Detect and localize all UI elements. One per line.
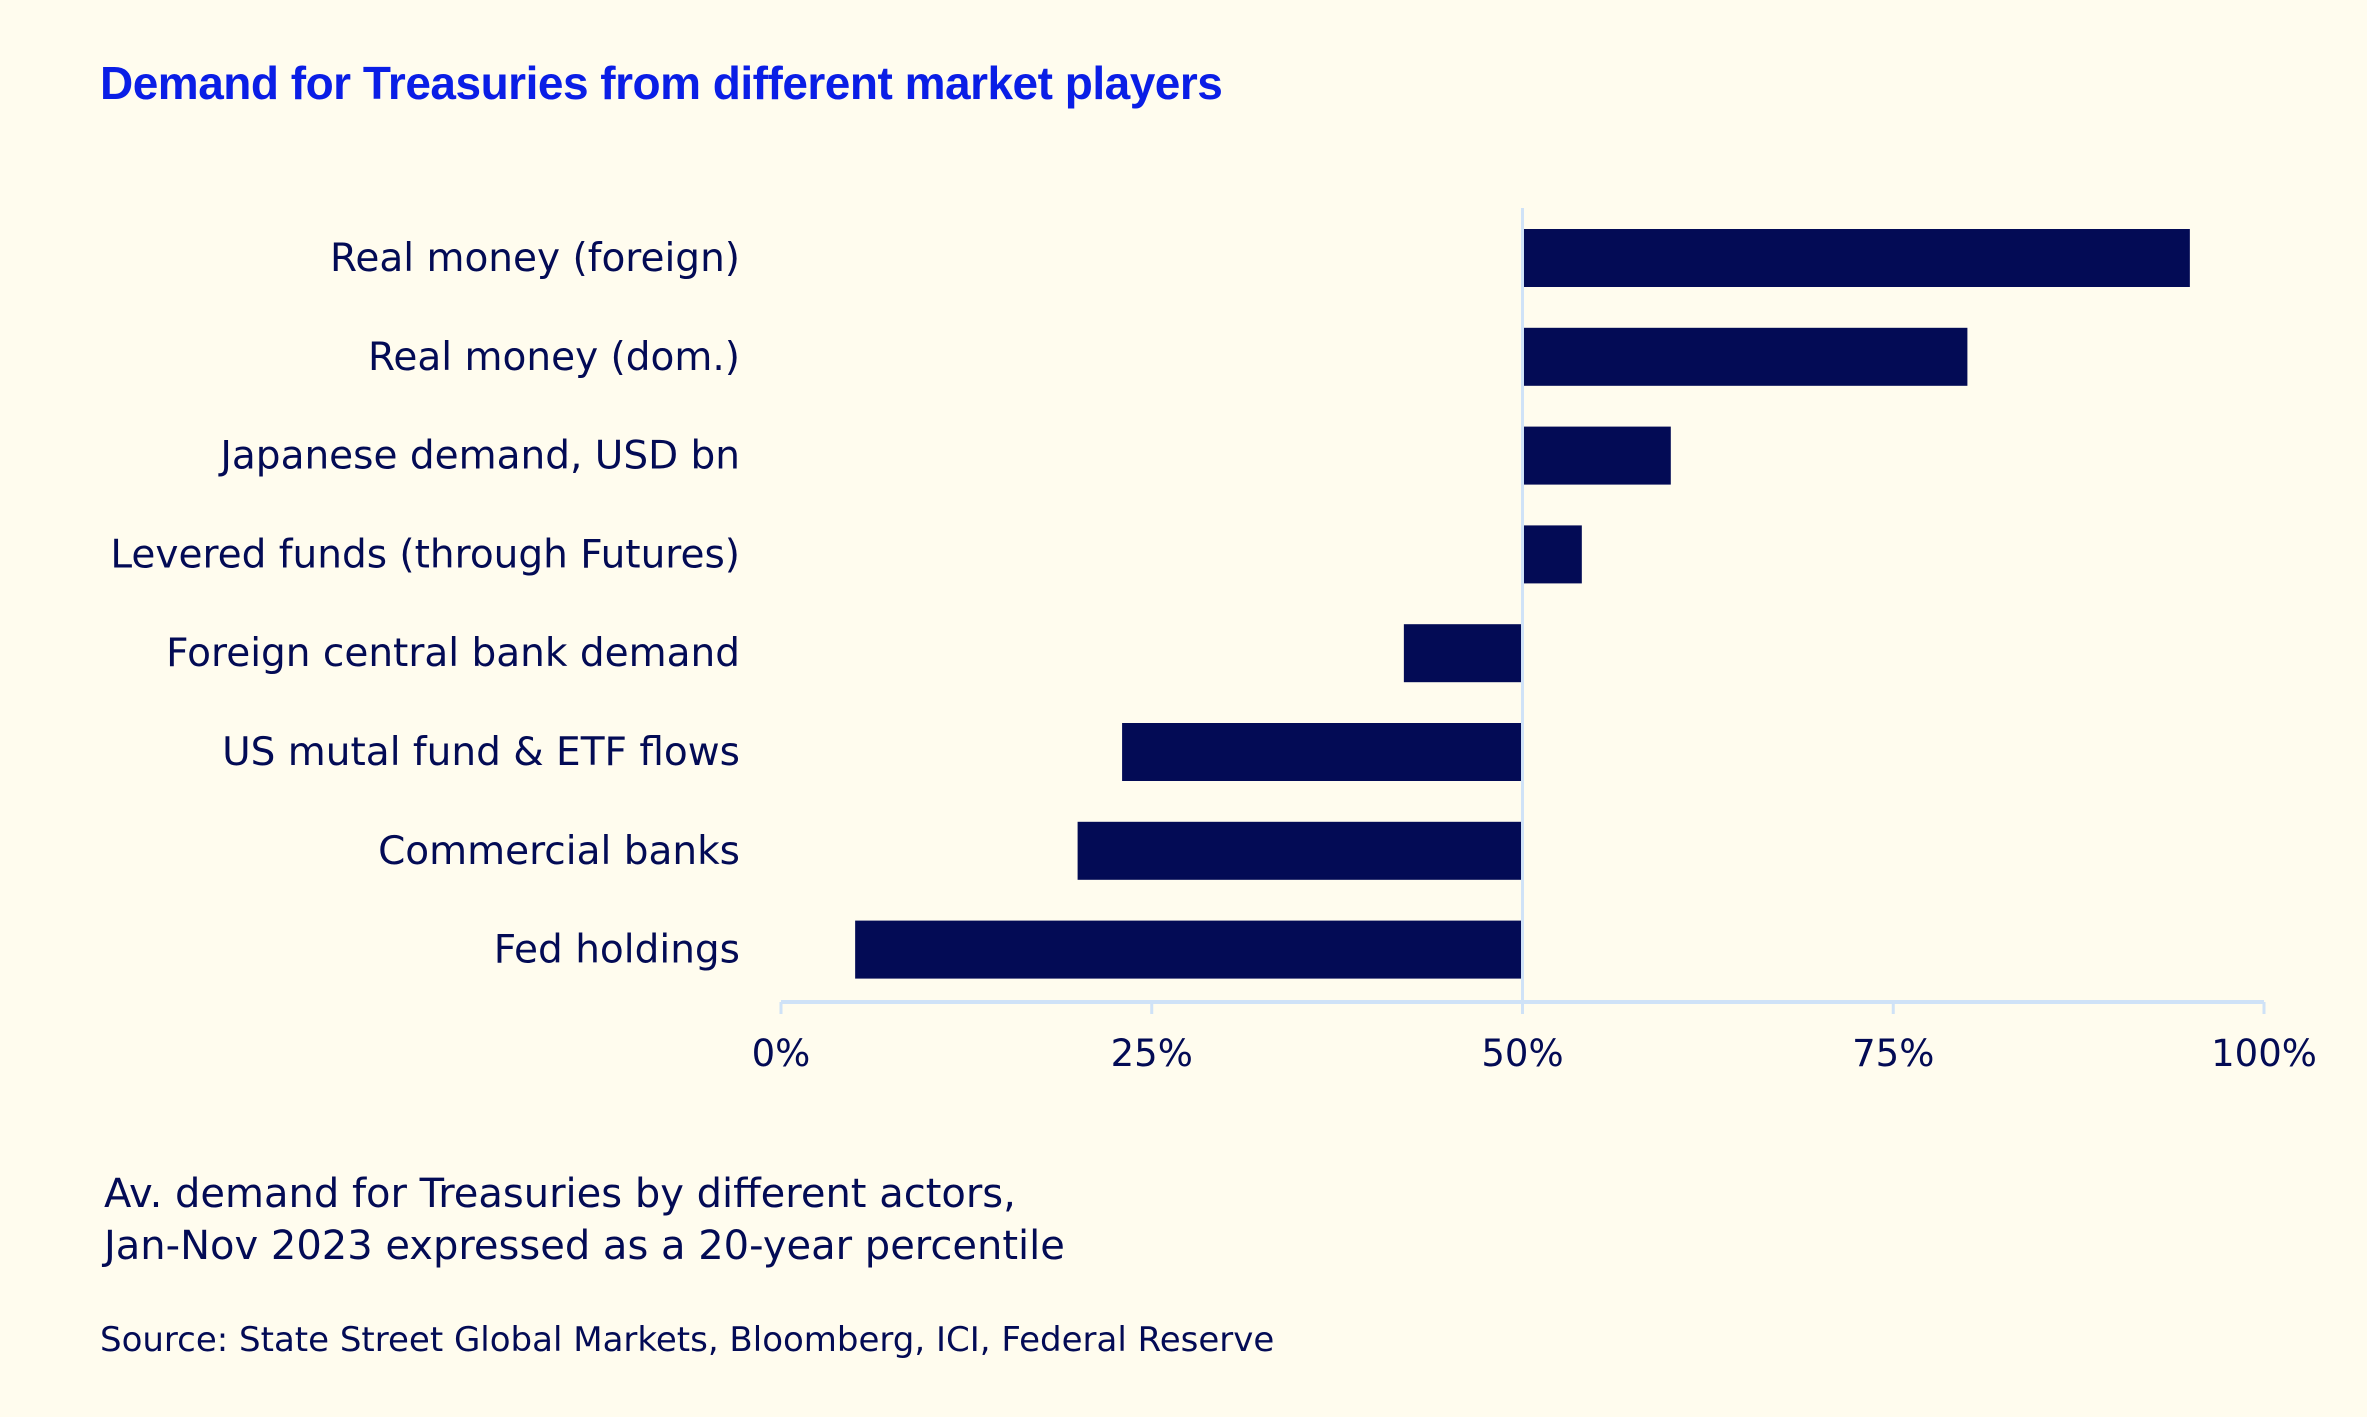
bars-layer bbox=[855, 229, 2190, 979]
category-label: Foreign central bank demand bbox=[166, 631, 740, 676]
note-line-2: Jan-Nov 2023 expressed as a 20-year perc… bbox=[104, 1223, 1065, 1269]
category-label: Levered funds (through Futures) bbox=[110, 532, 740, 577]
category-label: Real money (dom.) bbox=[368, 335, 740, 380]
bar-fed-holdings bbox=[855, 920, 1523, 979]
category-label: Commercial banks bbox=[378, 829, 740, 874]
chart-note: Av. demand for Treasuries by different a… bbox=[104, 1168, 1065, 1272]
bar-us-mutal-fund-etf-flows bbox=[1122, 723, 1523, 781]
category-label: Real money (foreign) bbox=[330, 236, 740, 281]
bar-commercial-banks bbox=[1077, 821, 1523, 880]
category-labels: Real money (foreign) Real money (dom.) Jap… bbox=[110, 236, 740, 973]
x-tick-label: 25% bbox=[1111, 1032, 1193, 1075]
x-tick-label: 0% bbox=[752, 1032, 811, 1075]
category-label: Fed holdings bbox=[494, 928, 740, 973]
bar-real-money-dom bbox=[1522, 327, 1968, 386]
x-tick-label: 100% bbox=[2211, 1032, 2317, 1075]
category-label: US mutal fund & ETF flows bbox=[222, 730, 740, 775]
bar-levered-funds-through-futures bbox=[1522, 525, 1582, 584]
x-axis: 0% 25% 50% 75% 100% bbox=[752, 208, 2317, 1075]
bar-foreign-central-bank-demand bbox=[1403, 624, 1523, 683]
note-line-1: Av. demand for Treasuries by different a… bbox=[104, 1171, 1016, 1217]
bar-japanese-demand-usd-bn bbox=[1522, 426, 1671, 485]
x-tick-label: 50% bbox=[1481, 1032, 1563, 1075]
bar-real-money-foreign bbox=[1522, 229, 2190, 287]
chart-title: Demand for Treasuries from different mar… bbox=[100, 57, 1223, 109]
source-note: Source: State Street Global Markets, Blo… bbox=[100, 1320, 1275, 1360]
category-label: Japanese demand, USD bn bbox=[217, 434, 740, 479]
x-tick-label: 75% bbox=[1852, 1032, 1934, 1075]
